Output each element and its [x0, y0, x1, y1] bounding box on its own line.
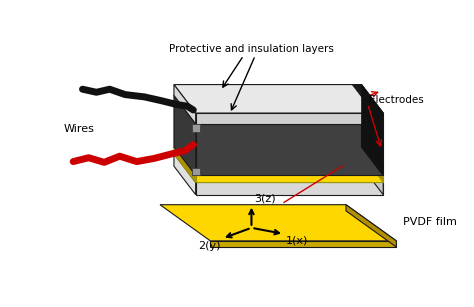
- Polygon shape: [196, 182, 383, 195]
- Polygon shape: [196, 175, 383, 182]
- Text: 1(x): 1(x): [286, 235, 309, 246]
- Text: Electrodes: Electrodes: [369, 95, 424, 105]
- Polygon shape: [196, 124, 383, 175]
- Polygon shape: [174, 95, 383, 124]
- Polygon shape: [362, 147, 383, 182]
- Text: PVDF film: PVDF film: [402, 217, 456, 227]
- Polygon shape: [362, 85, 383, 175]
- Polygon shape: [174, 147, 383, 175]
- Text: 2(y): 2(y): [198, 241, 220, 251]
- Polygon shape: [352, 85, 383, 113]
- Polygon shape: [174, 154, 383, 182]
- Polygon shape: [196, 113, 383, 124]
- Text: Protective and insulation layers: Protective and insulation layers: [169, 44, 334, 54]
- Polygon shape: [174, 85, 383, 113]
- Polygon shape: [174, 85, 196, 124]
- Polygon shape: [346, 205, 396, 247]
- Polygon shape: [362, 85, 383, 124]
- Bar: [192, 168, 201, 175]
- Text: Wires: Wires: [63, 124, 94, 134]
- Polygon shape: [362, 95, 383, 175]
- Polygon shape: [362, 154, 383, 195]
- Polygon shape: [210, 241, 396, 247]
- Polygon shape: [174, 147, 196, 182]
- Polygon shape: [174, 95, 196, 175]
- Polygon shape: [160, 205, 396, 241]
- Text: 3(z): 3(z): [255, 194, 276, 204]
- Polygon shape: [174, 154, 196, 195]
- Bar: [192, 124, 201, 132]
